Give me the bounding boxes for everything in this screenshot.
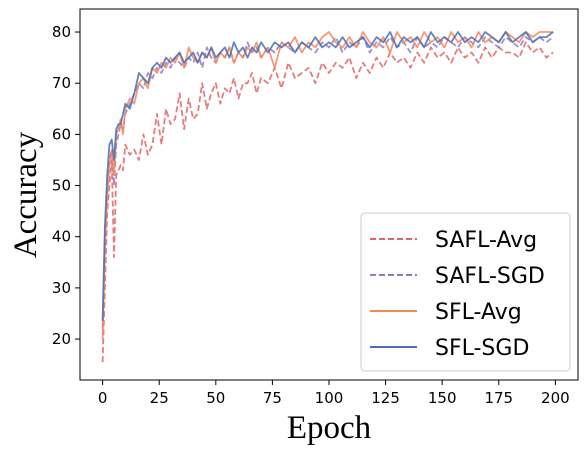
series-line-safl-avg: [101, 41, 554, 363]
x-tick-label: 125: [371, 389, 400, 407]
legend: SAFL-Avg SAFL-SGD SFL-Avg SFL-SGD: [360, 212, 571, 372]
x-axis-ticks: 0 25 50 75 100 125 150 175 200: [98, 380, 570, 407]
x-tick-label: 150: [428, 389, 457, 407]
x-tick-label: 100: [315, 389, 344, 407]
x-tick-label: 200: [541, 389, 570, 407]
legend-label: SAFL-SGD: [435, 264, 545, 289]
y-axis-label: Accuracy: [8, 131, 44, 258]
x-tick-label: 75: [263, 389, 282, 407]
x-tick-label: 50: [206, 389, 225, 407]
series-line-sfl-sgd: [101, 31, 554, 322]
y-tick-label: 50: [52, 177, 71, 195]
x-tick-label: 25: [150, 389, 169, 407]
x-axis-label: Epoch: [287, 410, 372, 446]
legend-label: SFL-Avg: [435, 300, 522, 325]
y-tick-label: 40: [52, 228, 71, 246]
plot-lines: [101, 31, 554, 363]
y-tick-label: 20: [52, 330, 71, 348]
legend-box: [360, 212, 571, 372]
y-tick-label: 30: [52, 279, 71, 297]
x-tick-label: 0: [98, 389, 108, 407]
y-tick-label: 70: [52, 74, 71, 92]
y-tick-label: 80: [52, 23, 71, 41]
series-line-sfl-avg: [101, 31, 554, 340]
y-axis-ticks: 20 30 40 50 60 70 80: [52, 23, 80, 348]
x-tick-label: 175: [484, 389, 513, 407]
series-line-safl-sgd: [101, 36, 554, 329]
legend-label: SAFL-Avg: [435, 228, 537, 253]
y-tick-label: 60: [52, 125, 71, 143]
legend-label: SFL-SGD: [435, 336, 529, 361]
